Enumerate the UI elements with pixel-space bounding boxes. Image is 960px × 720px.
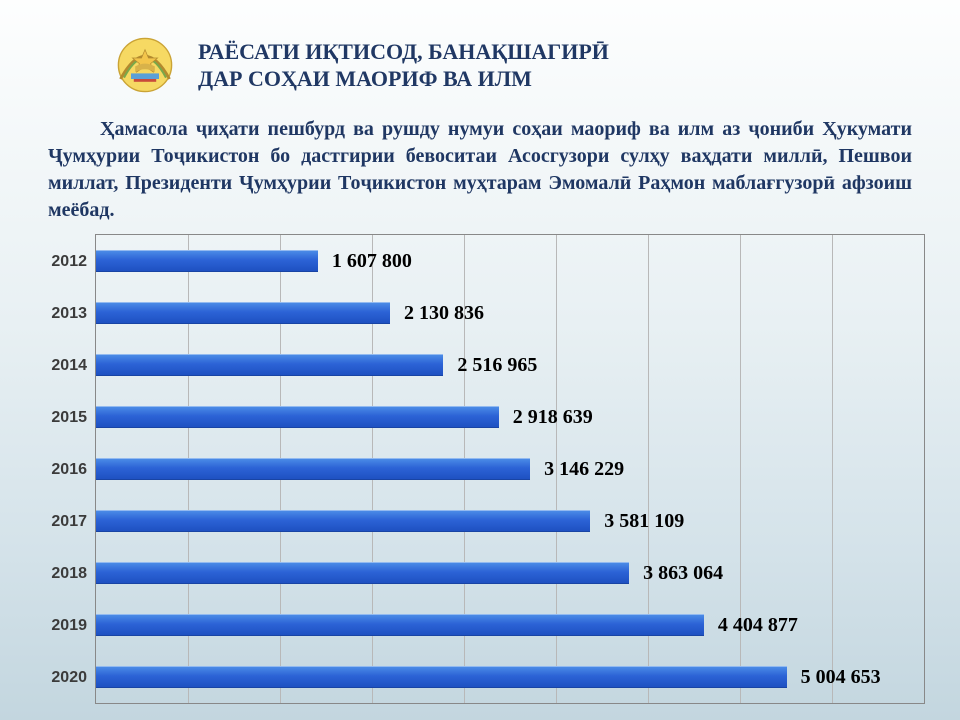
bar [96,302,390,324]
bar [96,510,590,532]
year-label: 2018 [35,548,95,600]
year-label: 2014 [35,340,95,392]
chart-body: 201220132014201520162017201820192020 1 6… [35,234,925,704]
bar [96,614,704,636]
bar-row: 3 863 064 [96,547,924,599]
bar [96,406,499,428]
value-label: 3 581 109 [604,510,684,533]
value-label: 4 404 877 [718,614,798,637]
y-axis-labels: 201220132014201520162017201820192020 [35,234,95,704]
year-label: 2019 [35,600,95,652]
intro-paragraph: Ҳамасола ҷиҳати пешбурд ва рушду нумуи с… [48,116,912,224]
value-label: 5 004 653 [801,666,881,689]
bar [96,458,530,480]
value-label: 2 130 836 [404,302,484,325]
title-line-2: ДАР СОҲАИ МАОРИФ ВА ИЛМ [198,65,609,93]
bar-rows: 1 607 800 2 130 836 2 516 965 2 918 639 3 14… [96,235,924,703]
bar-row: 4 404 877 [96,599,924,651]
slide: РАЁСАТИ ИҚТИСОД, БАНАҚШАГИРӢ ДАР СОҲАИ М… [0,0,960,720]
bar [96,354,443,376]
year-label: 2020 [35,652,95,704]
bar [96,562,629,584]
value-label: 3 146 229 [544,458,624,481]
bar [96,250,318,272]
bar-row: 5 004 653 [96,651,924,703]
year-label: 2015 [35,392,95,444]
page-title: РАЁСАТИ ИҚТИСОД, БАНАҚШАГИРӢ ДАР СОҲАИ М… [198,38,609,93]
value-label: 2 918 639 [513,406,593,429]
value-label: 2 516 965 [457,354,537,377]
value-label: 1 607 800 [332,250,412,273]
year-label: 2016 [35,444,95,496]
bar-row: 3 581 109 [96,495,924,547]
title-line-1: РАЁСАТИ ИҚТИСОД, БАНАҚШАГИРӢ [198,38,609,66]
value-label: 3 863 064 [643,562,723,585]
header: РАЁСАТИ ИҚТИСОД, БАНАҚШАГИРӢ ДАР СОҲАИ М… [110,30,940,100]
year-label: 2017 [35,496,95,548]
funding-chart: 201220132014201520162017201820192020 1 6… [35,234,925,704]
year-label: 2012 [35,236,95,288]
state-emblem-icon [110,30,180,100]
year-label: 2013 [35,288,95,340]
bar-row: 2 516 965 [96,339,924,391]
bar-row: 3 146 229 [96,443,924,495]
bar-row: 2 918 639 [96,391,924,443]
bar [96,666,787,688]
plot-area: 1 607 800 2 130 836 2 516 965 2 918 639 3 14… [95,234,925,704]
bar-row: 2 130 836 [96,287,924,339]
bar-row: 1 607 800 [96,235,924,287]
